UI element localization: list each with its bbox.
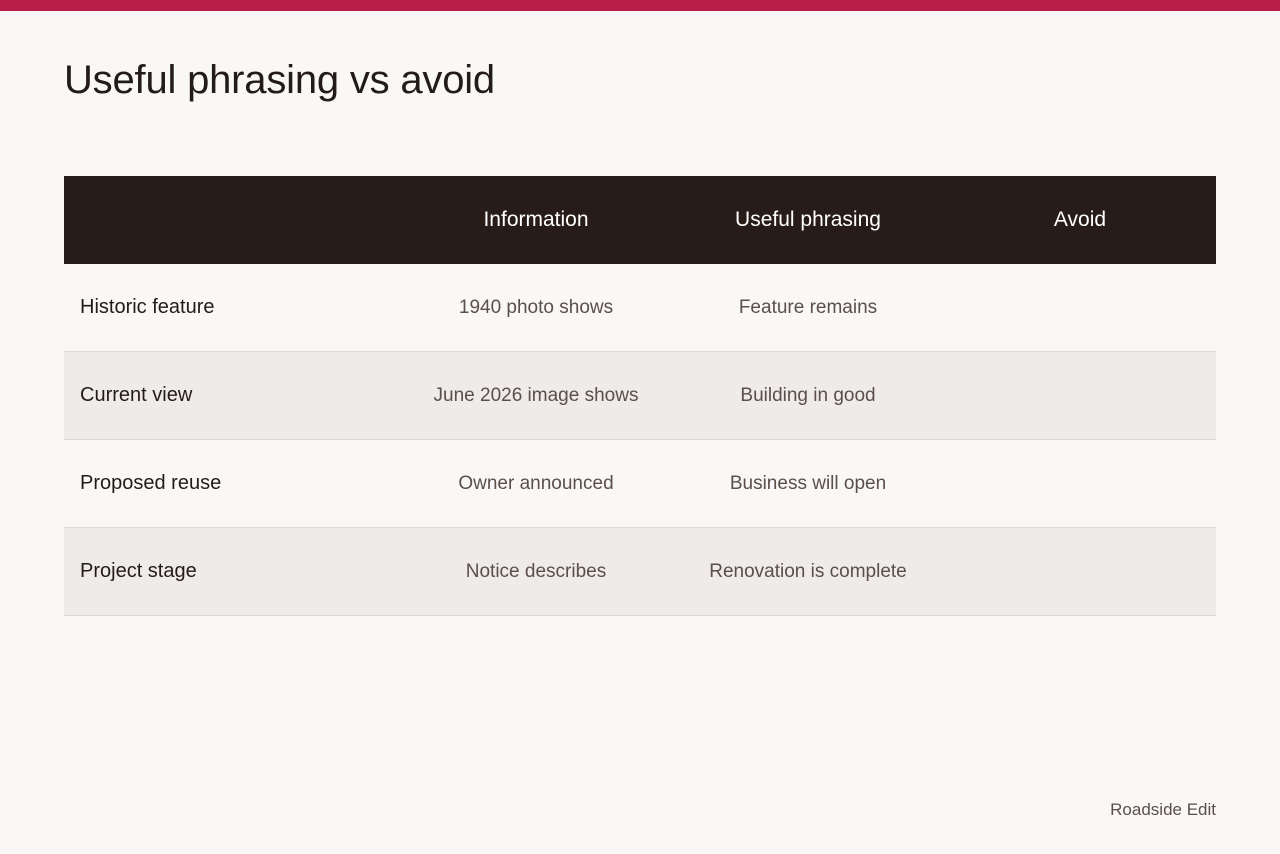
information-cell: Notice describes — [465, 560, 607, 582]
row-label: Proposed reuse — [80, 472, 222, 494]
accent-bar — [0, 0, 1280, 11]
comparison-table: Information Useful phrasing Avoid Histor… — [64, 176, 1216, 616]
header-cell-useful-phrasing: Useful phrasing — [735, 208, 881, 231]
table-row: Current view June 2026 image shows Build… — [64, 352, 1216, 440]
information-cell: Owner announced — [458, 472, 614, 494]
useful-phrasing-cell: Building in good — [740, 384, 876, 406]
header-cell-information: Information — [483, 208, 589, 231]
table-row: Proposed reuse Owner announced Business … — [64, 440, 1216, 528]
useful-phrasing-cell: Business will open — [729, 472, 887, 494]
information-cell: June 2026 image shows — [433, 384, 639, 406]
table-row: Project stage Notice describes Renovatio… — [64, 528, 1216, 616]
useful-phrasing-cell: Feature remains — [738, 296, 878, 318]
brand-label: Roadside Edit — [1110, 800, 1216, 819]
table-row: Historic feature 1940 photo shows Featur… — [64, 264, 1216, 352]
row-label: Current view — [80, 384, 193, 406]
row-label: Project stage — [80, 560, 197, 582]
useful-phrasing-cell: Renovation is complete — [709, 560, 907, 582]
information-cell: 1940 photo shows — [458, 296, 614, 318]
table-header: Information Useful phrasing Avoid — [64, 176, 1216, 264]
header-cell-avoid: Avoid — [1053, 208, 1107, 231]
page-title: Useful phrasing vs avoid — [64, 58, 495, 102]
row-label: Historic feature — [80, 296, 215, 318]
